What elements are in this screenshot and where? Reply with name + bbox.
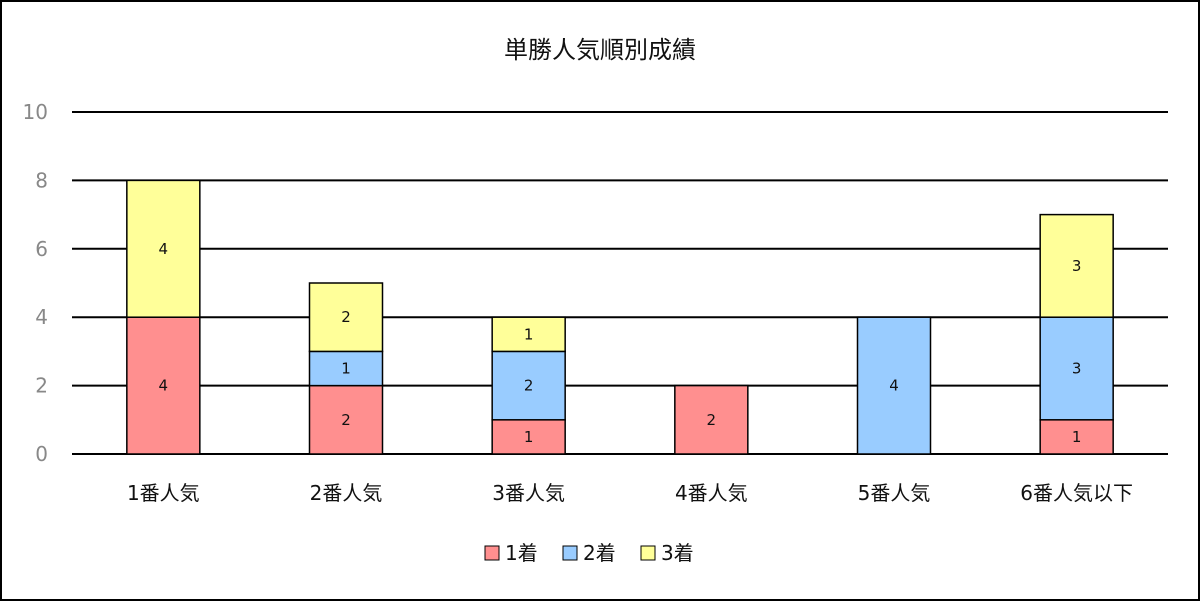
- bar-segment: [126, 316, 201, 455]
- chart-title: 単勝人気順別成績: [504, 36, 696, 64]
- bar-segment: [856, 316, 932, 455]
- y-tick-label: 4: [35, 305, 48, 329]
- bar-segment: [1039, 213, 1114, 318]
- y-tick-label: 6: [35, 237, 48, 261]
- bar-value-label: 1: [524, 428, 534, 446]
- bar-value-label: 2: [341, 411, 351, 429]
- y-axis-ticks: 0 2 4 6 8 10: [23, 100, 48, 466]
- legend-swatch: [484, 545, 500, 561]
- bar-segment: [1039, 316, 1114, 421]
- bar-value-label: 2: [524, 377, 534, 395]
- bar-value-label: 2: [707, 411, 717, 429]
- bar-value-label: 1: [1072, 428, 1082, 446]
- x-tick-label: 2番人気: [310, 481, 383, 505]
- gridlines: [72, 111, 1168, 455]
- bar-value-label: 3: [1072, 360, 1082, 378]
- bar-value-label: 4: [159, 240, 169, 258]
- y-tick-label: 2: [35, 374, 48, 398]
- legend-swatch: [562, 545, 578, 561]
- legend-label: 3着: [661, 541, 694, 565]
- x-tick-label: 6番人気以下: [1020, 481, 1133, 505]
- x-tick-label: 5番人気: [858, 481, 931, 505]
- legend-label: 2着: [583, 541, 616, 565]
- bar-segment: [126, 179, 201, 318]
- legend-item: 1着: [484, 541, 538, 565]
- bars: 4 4 2 1 2 1 2 1 2 4 1 3 3: [126, 179, 1114, 455]
- bar-segment: [308, 350, 384, 387]
- legend-item: 2着: [562, 541, 616, 565]
- bar-segment: [674, 384, 749, 455]
- bar-value-label: 1: [524, 325, 534, 343]
- bar-segment: [491, 419, 566, 455]
- bar-value-label: 4: [889, 377, 899, 395]
- bar-segment: [491, 316, 566, 353]
- x-tick-label: 1番人気: [127, 481, 200, 505]
- x-tick-label: 3番人気: [492, 481, 565, 505]
- bar-value-label: 1: [341, 360, 351, 378]
- y-tick-label: 8: [35, 168, 48, 192]
- y-tick-label: 0: [35, 442, 48, 466]
- bar-segment: [1039, 419, 1114, 455]
- x-tick-label: 4番人気: [675, 481, 748, 505]
- legend-item: 3着: [640, 541, 694, 565]
- x-axis-labels: 1番人気 2番人気 3番人気 4番人気 5番人気 6番人気以下: [127, 481, 1133, 505]
- legend: 1着 2着 3着: [484, 541, 694, 565]
- bar-value-label: 2: [341, 308, 351, 326]
- y-tick-label: 10: [23, 100, 48, 124]
- bar-value-label: 4: [159, 377, 169, 395]
- bar-segment: [308, 384, 384, 455]
- bar-value-label: 3: [1072, 257, 1082, 275]
- legend-swatch: [640, 545, 656, 561]
- legend-label: 1着: [505, 541, 538, 565]
- bar-segment: [308, 282, 384, 353]
